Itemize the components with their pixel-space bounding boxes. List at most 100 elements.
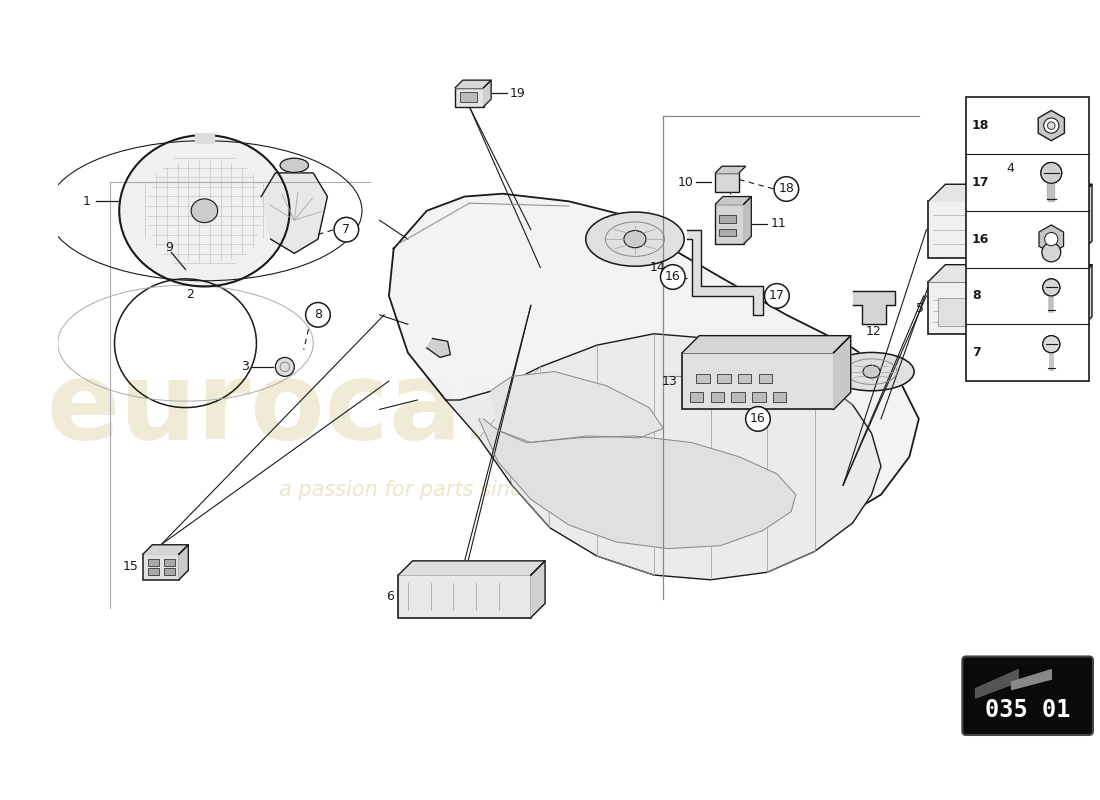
Bar <box>759 374 772 383</box>
Polygon shape <box>427 338 450 358</box>
Polygon shape <box>179 545 188 580</box>
Polygon shape <box>852 291 895 324</box>
Bar <box>773 393 786 402</box>
Ellipse shape <box>119 135 289 286</box>
Bar <box>147 569 160 575</box>
Bar <box>455 88 484 106</box>
Circle shape <box>1047 122 1055 130</box>
Text: 15: 15 <box>122 560 139 573</box>
Bar <box>719 215 736 223</box>
Polygon shape <box>744 197 751 244</box>
Circle shape <box>275 358 295 376</box>
Circle shape <box>764 284 789 308</box>
Text: 3: 3 <box>241 360 249 374</box>
Bar <box>738 374 751 383</box>
Text: 7: 7 <box>342 223 350 236</box>
Polygon shape <box>446 334 881 580</box>
Polygon shape <box>1075 265 1092 334</box>
Polygon shape <box>398 561 546 575</box>
Polygon shape <box>455 80 491 88</box>
Text: 2: 2 <box>186 287 195 301</box>
Circle shape <box>1045 233 1058 246</box>
Text: 14: 14 <box>649 261 666 274</box>
Text: 11: 11 <box>770 218 786 230</box>
Circle shape <box>746 406 770 431</box>
Text: 13: 13 <box>662 374 678 387</box>
Polygon shape <box>261 173 328 254</box>
Polygon shape <box>715 166 746 173</box>
Bar <box>143 554 179 580</box>
Bar <box>690 393 703 402</box>
Text: 18: 18 <box>779 182 794 195</box>
Text: 8: 8 <box>314 308 322 322</box>
Circle shape <box>1042 243 1060 262</box>
Polygon shape <box>389 194 918 542</box>
Ellipse shape <box>864 366 880 378</box>
Polygon shape <box>1075 184 1092 258</box>
Circle shape <box>334 218 359 242</box>
Circle shape <box>1043 336 1059 353</box>
Text: 12: 12 <box>866 326 881 338</box>
FancyBboxPatch shape <box>962 657 1093 735</box>
Bar <box>719 229 736 236</box>
Polygon shape <box>1040 225 1064 254</box>
Ellipse shape <box>585 212 684 266</box>
Bar <box>682 353 834 410</box>
Bar <box>732 393 745 402</box>
Bar <box>937 298 976 326</box>
Text: 9: 9 <box>165 241 174 254</box>
Circle shape <box>774 177 799 202</box>
Polygon shape <box>484 80 491 106</box>
Circle shape <box>1043 279 1059 296</box>
Bar <box>928 282 1075 334</box>
Polygon shape <box>682 336 850 353</box>
Text: 10: 10 <box>678 176 694 189</box>
Bar <box>164 569 175 575</box>
Polygon shape <box>715 197 751 204</box>
Bar <box>696 374 710 383</box>
Text: 6: 6 <box>386 590 394 603</box>
Text: eurocars: eurocars <box>46 357 580 462</box>
Text: 8: 8 <box>971 290 980 302</box>
Polygon shape <box>1012 670 1052 690</box>
Circle shape <box>1041 162 1062 183</box>
Bar <box>398 575 531 618</box>
Text: a passion for parts since 1985: a passion for parts since 1985 <box>278 480 594 500</box>
Polygon shape <box>976 670 1019 698</box>
Bar <box>928 202 1075 258</box>
Bar <box>715 173 739 192</box>
Bar <box>752 393 766 402</box>
Polygon shape <box>928 184 1092 202</box>
Bar <box>966 98 1089 381</box>
Text: 035 01: 035 01 <box>984 698 1070 722</box>
Text: 17: 17 <box>971 176 989 189</box>
Ellipse shape <box>829 353 914 390</box>
Bar <box>147 559 160 566</box>
Circle shape <box>1041 162 1062 183</box>
Text: 7: 7 <box>971 346 980 359</box>
Polygon shape <box>491 372 663 442</box>
Text: 16: 16 <box>750 413 766 426</box>
Ellipse shape <box>624 230 646 248</box>
Circle shape <box>660 265 685 290</box>
Polygon shape <box>143 545 188 554</box>
Circle shape <box>1043 336 1059 353</box>
Polygon shape <box>834 336 850 410</box>
Polygon shape <box>531 561 546 618</box>
Polygon shape <box>478 419 795 549</box>
Text: 1: 1 <box>82 194 91 208</box>
Ellipse shape <box>191 199 218 222</box>
Bar <box>717 374 730 383</box>
Text: 4: 4 <box>1005 162 1014 174</box>
Bar <box>715 204 744 244</box>
Bar <box>711 393 724 402</box>
Text: 18: 18 <box>971 119 989 132</box>
Bar <box>460 93 477 102</box>
Text: 17: 17 <box>769 290 784 302</box>
Circle shape <box>1044 118 1059 133</box>
Text: 19: 19 <box>510 87 526 100</box>
Text: 5: 5 <box>915 302 924 314</box>
Circle shape <box>1043 279 1059 296</box>
Polygon shape <box>1038 110 1065 141</box>
Circle shape <box>306 302 330 327</box>
